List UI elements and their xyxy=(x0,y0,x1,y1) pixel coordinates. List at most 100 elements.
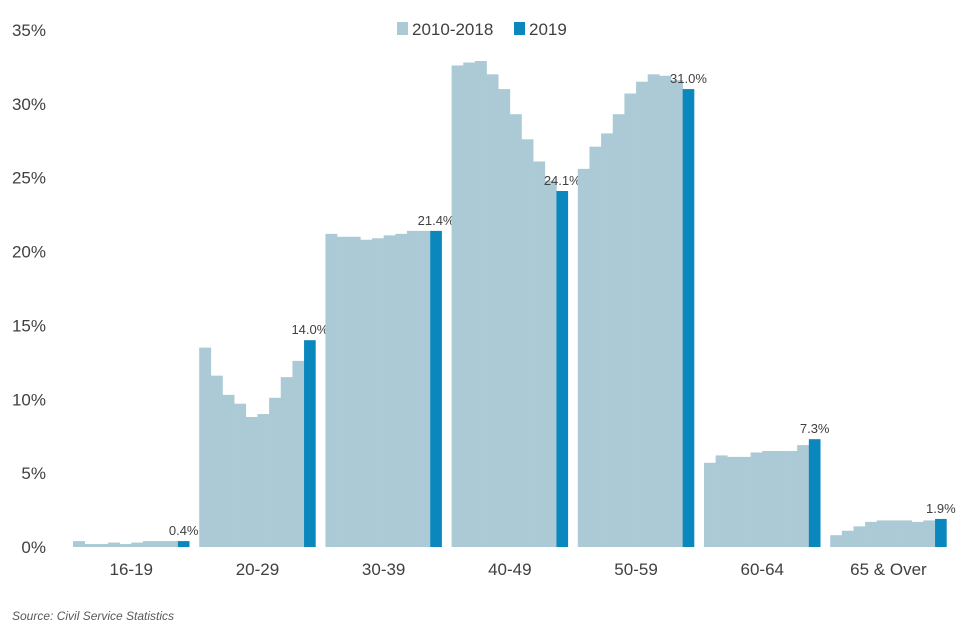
data-label-2019: 14.0% xyxy=(291,322,328,337)
bar-group: 7.3% xyxy=(704,421,830,547)
bar-2010-2018 xyxy=(325,233,338,547)
y-tick-label: 0% xyxy=(21,538,46,557)
bar-2010-2018 xyxy=(773,450,786,547)
y-tick-label: 20% xyxy=(12,243,46,262)
bar-2010-2018 xyxy=(84,544,97,547)
bar-2010-2018 xyxy=(107,542,120,547)
bar-groups: 0.4% 14.0% 21.4% 24.1% 31.0% 7.3% 1.9% xyxy=(73,61,956,548)
y-tick-label: 5% xyxy=(21,464,46,483)
bar-2019 xyxy=(556,191,569,547)
bar-2010-2018 xyxy=(418,230,431,547)
bar-2010-2018 xyxy=(704,462,716,547)
bar-group: 14.0% xyxy=(199,322,329,547)
bar-2010-2018 xyxy=(589,146,602,547)
bar-2019 xyxy=(935,518,947,547)
bar-2010-2018 xyxy=(142,541,155,547)
bar-group: 0.4% xyxy=(73,523,199,547)
bar-2010-2018 xyxy=(577,168,590,547)
bar-2010-2018 xyxy=(509,114,522,547)
data-label-2019: 24.1% xyxy=(544,173,581,188)
legend-label: 2019 xyxy=(529,20,567,39)
x-axis: 16-19 20-29 30-39 40-49 50-59 60-64 65 & Over xyxy=(110,560,928,579)
bar-group: 1.9% xyxy=(830,501,956,547)
bar-2010-2018 xyxy=(659,75,672,547)
bar-2010-2018 xyxy=(463,62,476,547)
y-tick-label: 35% xyxy=(12,21,46,40)
data-label-2019: 31.0% xyxy=(670,71,707,86)
x-tick-label: 60-64 xyxy=(741,560,784,579)
bar-2010-2018 xyxy=(451,65,464,547)
bar-2010-2018 xyxy=(486,74,499,547)
bar-2010-2018 xyxy=(372,238,384,547)
bar-2010-2018 xyxy=(865,521,878,547)
bar-2010-2018 xyxy=(738,456,751,547)
bar-2019 xyxy=(682,89,695,547)
bar-2019 xyxy=(430,230,442,547)
y-tick-label: 25% xyxy=(12,169,46,188)
bar-2010-2018 xyxy=(154,541,167,547)
bar-2010-2018 xyxy=(210,375,223,547)
bar-2010-2018 xyxy=(841,530,854,547)
bar-2010-2018 xyxy=(544,180,557,548)
legend-label: 2010-2018 xyxy=(412,20,493,39)
legend-swatch xyxy=(514,22,525,35)
bar-2010-2018 xyxy=(715,455,728,547)
bar-2010-2018 xyxy=(797,445,810,547)
data-label-2019: 7.3% xyxy=(800,421,830,436)
x-tick-label: 20-29 xyxy=(236,560,279,579)
y-tick-label: 15% xyxy=(12,316,46,335)
source-note: Source: Civil Service Statistics xyxy=(12,609,175,623)
x-tick-label: 16-19 xyxy=(110,560,153,579)
data-label-2019: 0.4% xyxy=(169,523,199,538)
bar-2010-2018 xyxy=(280,377,293,547)
y-axis: 0% 5% 10% 15% 20% 25% 30% 35% xyxy=(12,21,46,557)
bar-2010-2018 xyxy=(671,80,683,547)
bar-2010-2018 xyxy=(727,456,740,547)
bar-2010-2018 xyxy=(395,233,408,547)
bar-2010-2018 xyxy=(119,544,132,547)
bar-2010-2018 xyxy=(73,541,85,547)
bar-group: 31.0% xyxy=(577,71,707,548)
bar-2010-2018 xyxy=(750,452,763,547)
bar-group: 24.1% xyxy=(451,61,581,548)
bar-2010-2018 xyxy=(96,544,109,547)
bar-2010-2018 xyxy=(222,394,235,547)
bar-2010-2018 xyxy=(257,414,270,547)
x-tick-label: 40-49 xyxy=(488,560,531,579)
bar-2010-2018 xyxy=(785,450,798,547)
bar-2010-2018 xyxy=(360,239,373,547)
bar-2010-2018 xyxy=(337,236,349,548)
bar-2010-2018 xyxy=(762,450,775,547)
bar-2010-2018 xyxy=(830,535,843,547)
bar-2010-2018 xyxy=(612,114,625,547)
bar-2010-2018 xyxy=(245,417,258,547)
bar-2010-2018 xyxy=(888,520,901,547)
bar-2010-2018 xyxy=(131,542,144,547)
bar-2010-2018 xyxy=(498,89,511,547)
bar-2010-2018 xyxy=(521,139,534,547)
legend: 2010-2018 2019 xyxy=(397,20,567,39)
legend-swatch xyxy=(397,22,408,35)
bar-2010-2018 xyxy=(624,93,637,548)
bar-2010-2018 xyxy=(292,360,305,547)
bar-2010-2018 xyxy=(601,133,614,547)
bar-2010-2018 xyxy=(876,520,889,547)
bar-2010-2018 xyxy=(474,61,487,548)
bar-2010-2018 xyxy=(853,526,866,547)
bar-2010-2018 xyxy=(406,230,419,547)
y-tick-label: 10% xyxy=(12,390,46,409)
bar-2010-2018 xyxy=(166,541,179,547)
data-label-2019: 1.9% xyxy=(926,501,956,516)
bar-2010-2018 xyxy=(900,520,913,547)
bar-2019 xyxy=(304,340,316,547)
y-tick-label: 30% xyxy=(12,95,46,114)
bar-2010-2018 xyxy=(533,161,546,547)
data-label-2019: 21.4% xyxy=(418,213,455,228)
bar-2010-2018 xyxy=(199,347,212,547)
bar-2019 xyxy=(808,439,821,547)
bar-2010-2018 xyxy=(234,403,247,547)
bar-2010-2018 xyxy=(636,81,648,547)
bar-2010-2018 xyxy=(911,521,924,547)
bar-2010-2018 xyxy=(269,397,282,547)
bar-2010-2018 xyxy=(647,74,660,547)
